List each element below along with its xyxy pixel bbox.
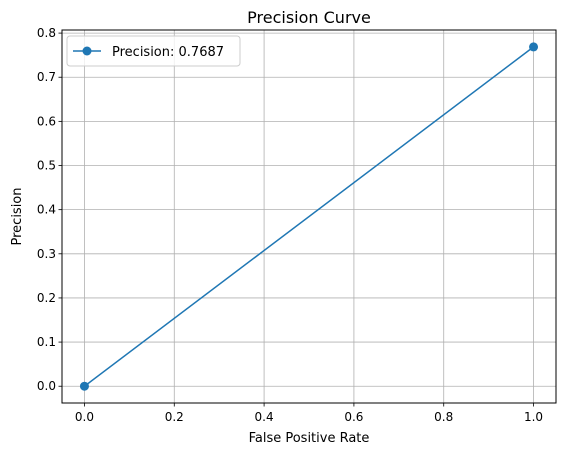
x-axis-label: False Positive Rate: [249, 431, 370, 446]
data-point: [79, 381, 89, 391]
y-tick-label: 0.4: [37, 203, 56, 217]
legend-box: [66, 35, 241, 67]
y-tick-label: 0.0: [37, 379, 56, 393]
data-point: [529, 42, 539, 52]
x-tick-label: 0.0: [75, 410, 94, 424]
y-axis-label: Precision: [10, 187, 25, 245]
legend: Precision: 0.7687: [66, 35, 241, 67]
x-tick-label: 0.6: [344, 410, 363, 424]
grid-lines: [62, 30, 556, 403]
y-tick-label: 0.1: [37, 335, 56, 349]
y-tick-label: 0.7: [37, 70, 56, 84]
plot-frame: [61, 29, 557, 404]
y-tick-label: 0.3: [37, 247, 56, 261]
x-tick-label: 0.8: [434, 410, 453, 424]
x-tick-label: 0.2: [165, 410, 184, 424]
y-tick-label: 0.8: [37, 26, 56, 40]
legend-entry-label: Precision: 0.7687: [112, 45, 224, 60]
y-tick-label: 0.2: [37, 291, 56, 305]
x-tick-label: 1.0: [524, 410, 543, 424]
series-layer: [79, 42, 539, 391]
series-line: [84, 46, 534, 387]
y-tick-label: 0.6: [37, 114, 56, 128]
axis-ticks: 0.0 0.2 0.4 0.6 0.8 1.0 0.0 0.1 0.2 0.3 0.4 0.5 0.6 0…: [37, 26, 543, 424]
x-tick-label: 0.4: [255, 410, 274, 424]
y-tick-label: 0.5: [37, 159, 56, 173]
legend-marker: [82, 46, 92, 56]
chart-title: Precision Curve: [247, 8, 371, 27]
